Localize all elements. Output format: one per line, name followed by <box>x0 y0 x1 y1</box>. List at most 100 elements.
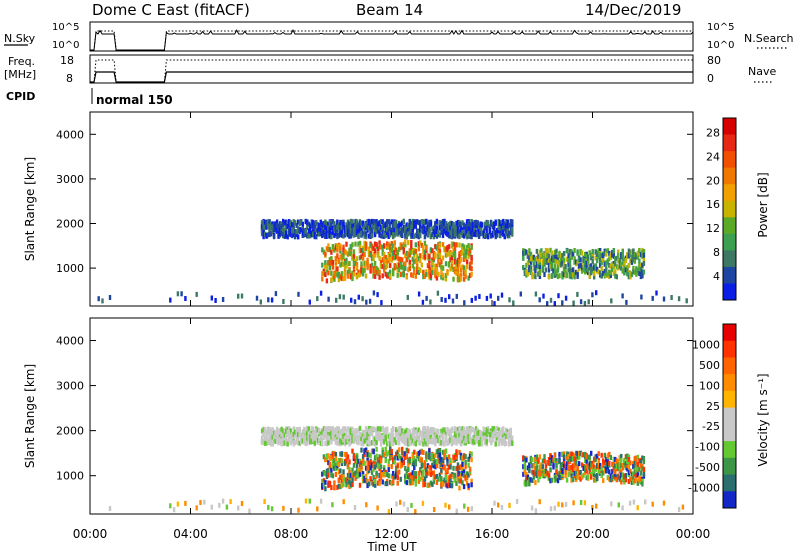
echo-cell <box>395 430 398 436</box>
echo-cell <box>468 221 472 227</box>
echo-cell <box>376 480 380 486</box>
echo-cell <box>606 468 609 474</box>
echo-cell <box>401 462 404 468</box>
echo-cell <box>345 428 348 434</box>
echo-cell <box>381 434 384 440</box>
echo-cell <box>372 290 376 296</box>
echo-cell <box>346 251 350 257</box>
echo-cell <box>576 291 579 297</box>
echo-cell <box>399 455 402 461</box>
echo-cell <box>417 241 420 247</box>
echo-cell <box>633 469 637 475</box>
echo-cell <box>340 224 344 230</box>
echo-cell <box>591 292 594 298</box>
echo-cell <box>402 438 405 444</box>
echo-cell <box>348 247 351 253</box>
echo-cell <box>364 432 368 438</box>
echo-cell <box>452 226 455 232</box>
echo-cell <box>417 478 420 484</box>
echo-cell <box>420 262 423 268</box>
echo-cell <box>434 474 437 480</box>
echo-cell <box>395 501 398 507</box>
echo-cell <box>401 457 404 463</box>
echo-cell <box>432 250 436 256</box>
echo-cell <box>398 246 401 252</box>
echo-cell <box>373 436 377 442</box>
echo-cell <box>411 461 414 467</box>
echo-cell <box>387 509 391 515</box>
echo-cell <box>419 467 422 473</box>
echo-cell <box>603 460 606 465</box>
echo-cell <box>364 447 368 453</box>
echo-cell <box>426 433 430 439</box>
echo-cell <box>435 458 439 464</box>
echo-cell <box>404 430 407 436</box>
echo-cell <box>453 242 457 248</box>
cpid-label: CPID <box>6 90 35 103</box>
echo-cell <box>565 461 569 467</box>
echo-cell <box>580 462 584 468</box>
echo-cell <box>321 228 324 234</box>
echo-cell <box>603 468 606 474</box>
echo-cell <box>522 464 525 470</box>
echo-cell <box>407 441 410 447</box>
echo-cell <box>328 456 332 461</box>
echo-cell <box>366 460 369 466</box>
echo-cell <box>392 426 395 431</box>
echo-cell <box>587 454 590 460</box>
echo-cell <box>508 222 511 228</box>
echo-cell <box>379 225 383 231</box>
echo-cell <box>447 251 451 257</box>
echo-cell <box>467 439 470 444</box>
echo-cell <box>503 441 506 447</box>
echo-cell <box>407 474 410 480</box>
echo-cell <box>313 429 316 435</box>
echo-cell <box>553 249 557 255</box>
echo-cell <box>342 244 345 250</box>
echo-cell <box>330 435 333 441</box>
y-tick-label: 4000 <box>56 335 84 348</box>
echo-cell <box>346 219 350 225</box>
echo-cell <box>240 293 244 299</box>
echo-cell <box>422 227 425 233</box>
echo-cell <box>596 253 599 259</box>
echo-cell <box>470 245 473 250</box>
echo-cell <box>611 468 614 474</box>
echo-cell <box>467 243 470 249</box>
echo-cell <box>237 293 240 299</box>
echo-cell <box>372 463 375 469</box>
echo-cell <box>360 264 363 270</box>
echo-cell <box>283 220 286 226</box>
echo-cell <box>525 475 528 481</box>
echo-cell <box>398 434 401 440</box>
echo-cell <box>553 474 557 480</box>
echo-cell <box>553 273 557 278</box>
echo-cell <box>456 230 460 236</box>
echo-cell <box>321 484 324 490</box>
echo-cell <box>324 272 327 278</box>
echo-cell <box>487 428 490 434</box>
echo-cell <box>608 451 611 457</box>
echo-cell <box>330 472 333 478</box>
echo-cell <box>294 440 297 446</box>
echo-cell <box>585 253 588 259</box>
echo-cell <box>419 253 422 259</box>
echo-cell <box>461 470 464 476</box>
echo-cell <box>349 233 353 239</box>
echo-cell <box>623 270 626 276</box>
echo-cell <box>315 428 318 434</box>
echo-cell <box>570 254 573 260</box>
echo-cell <box>351 471 354 477</box>
echo-cell <box>366 438 369 444</box>
echo-cell <box>407 462 410 468</box>
echo-cell <box>390 254 393 260</box>
echo-cell <box>593 265 596 271</box>
echo-cell <box>450 472 454 477</box>
freq-frame <box>89 54 694 84</box>
echo-cell <box>435 225 439 231</box>
echo-cell <box>471 225 475 231</box>
echo-cell <box>392 243 395 249</box>
echo-cell <box>288 437 291 443</box>
echo-cell <box>366 263 369 269</box>
echo-cell <box>369 431 372 437</box>
